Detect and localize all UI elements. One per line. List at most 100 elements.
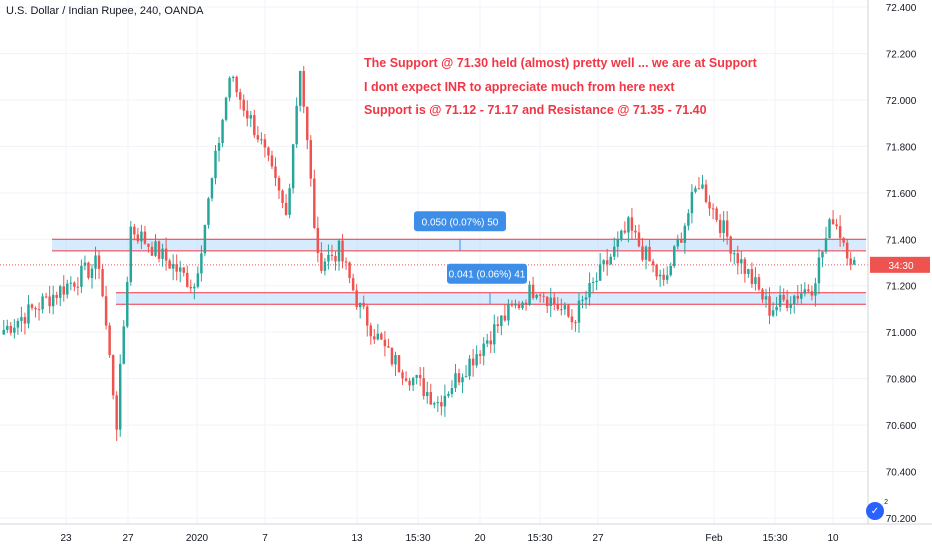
candle-down — [316, 227, 320, 253]
candle-down — [34, 307, 37, 310]
candle-down — [397, 355, 401, 373]
candle-down — [270, 155, 274, 167]
candle-down — [175, 264, 178, 272]
candle-down — [320, 252, 323, 271]
candle-down — [238, 92, 242, 100]
time-tick-label: 27 — [122, 533, 134, 544]
candle-down — [348, 262, 351, 279]
candle-up — [228, 77, 231, 98]
candle-up — [447, 393, 450, 396]
candle-down — [277, 178, 281, 191]
candle-down — [662, 274, 665, 280]
candle-up — [464, 376, 468, 378]
price-tick-label: 71.000 — [886, 328, 917, 339]
candle-up — [598, 264, 602, 281]
candle-down — [697, 188, 701, 190]
candle-down — [574, 322, 577, 324]
candle-up — [203, 224, 207, 254]
candle-up — [584, 297, 588, 300]
candle-down — [136, 234, 140, 242]
candle-up — [609, 256, 612, 265]
candle-down — [147, 243, 150, 247]
time-tick-label: 27 — [592, 533, 604, 544]
candle-down — [503, 315, 507, 321]
candle-down — [556, 304, 560, 310]
candle-down — [330, 254, 334, 256]
candle-down — [807, 289, 810, 292]
time-tick-label: 13 — [351, 533, 363, 544]
candle-up — [454, 373, 457, 389]
candle-down — [30, 304, 34, 308]
candle-up — [528, 284, 531, 306]
candle-up — [140, 231, 143, 242]
candle-up — [122, 326, 125, 364]
candle-up — [171, 264, 175, 269]
candle-down — [725, 220, 729, 237]
candle-down — [708, 202, 711, 209]
candle-up — [41, 296, 44, 310]
candle-down — [842, 238, 845, 243]
candle-up — [69, 282, 73, 284]
candle-down — [560, 309, 563, 311]
candle-down — [302, 71, 305, 107]
candle-down — [567, 305, 570, 317]
candle-up — [733, 253, 736, 255]
candle-up — [358, 302, 362, 308]
candle-down — [284, 202, 288, 215]
candle-up — [94, 255, 97, 269]
candle-down — [796, 295, 800, 299]
candle-up — [154, 241, 157, 256]
candle-down — [380, 333, 383, 340]
candle-down — [471, 358, 475, 366]
candle-down — [387, 346, 390, 348]
candle-down — [309, 140, 313, 179]
time-tick-label: 10 — [827, 533, 839, 544]
candle-up — [485, 340, 489, 344]
candle-up — [291, 144, 295, 189]
candle-down — [838, 226, 842, 239]
candle-up — [771, 310, 775, 316]
candle-up — [224, 97, 228, 120]
candle-up — [83, 262, 87, 266]
candle-up — [221, 119, 224, 144]
candle-up — [323, 261, 327, 271]
candle-down — [680, 239, 683, 243]
time-tick-label: 2020 — [186, 533, 209, 544]
candle-down — [729, 236, 732, 254]
candle-down — [87, 262, 90, 278]
candle-up — [411, 377, 415, 386]
annotation-line-2: I dont expect INR to appreciate much fro… — [364, 80, 675, 94]
candle-down — [306, 106, 309, 141]
candle-down — [362, 302, 365, 307]
candle-down — [390, 347, 394, 365]
candle-up — [161, 248, 164, 259]
candle-down — [76, 286, 80, 288]
candle-down — [186, 272, 189, 287]
candle-up — [337, 240, 341, 262]
candle-up — [694, 188, 697, 192]
candle-down — [757, 277, 761, 290]
candle-up — [295, 105, 298, 145]
candle-up — [591, 282, 595, 284]
candle-down — [478, 354, 482, 356]
candle-up — [13, 327, 16, 333]
candle-down — [143, 231, 147, 244]
candle-down — [267, 147, 270, 156]
candle-down — [9, 325, 13, 333]
candle-up — [260, 139, 263, 141]
price-tick-label: 70.200 — [886, 514, 917, 525]
notification-icon[interactable]: ✓ 2 — [866, 499, 888, 520]
candle-up — [482, 343, 485, 356]
candle-down — [104, 296, 108, 326]
candle-down — [429, 392, 432, 405]
candle-up — [217, 143, 221, 151]
candle-up — [126, 282, 129, 327]
candle-up — [443, 395, 447, 407]
candle-down — [831, 219, 835, 225]
candle-down — [157, 241, 161, 259]
price-tick-label: 70.400 — [886, 468, 917, 479]
candle-up — [754, 277, 757, 284]
candle-up — [129, 226, 133, 283]
candle-down — [810, 291, 814, 296]
